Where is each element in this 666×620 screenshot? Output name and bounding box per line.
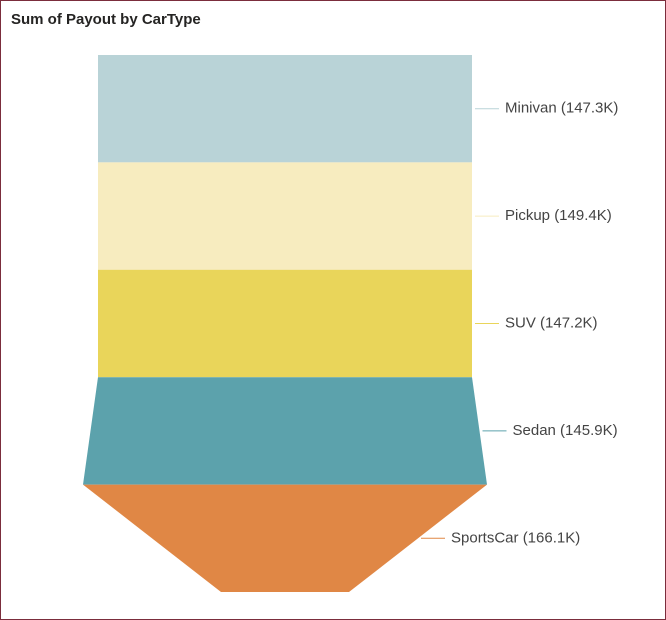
- funnel-segment: [83, 377, 487, 485]
- funnel-segment: [98, 55, 472, 163]
- funnel-segment: [98, 162, 472, 270]
- data-label: Sedan (145.9K): [513, 422, 618, 439]
- data-label: Pickup (149.4K): [505, 207, 612, 224]
- data-label: Minivan (147.3K): [505, 100, 618, 117]
- chart-title: Sum of Payout by CarType: [11, 11, 201, 28]
- data-label: SUV (147.2K): [505, 314, 598, 331]
- funnel-segment: [98, 269, 472, 378]
- data-label: SportsCar (166.1K): [451, 529, 580, 546]
- funnel-segment: [83, 484, 487, 592]
